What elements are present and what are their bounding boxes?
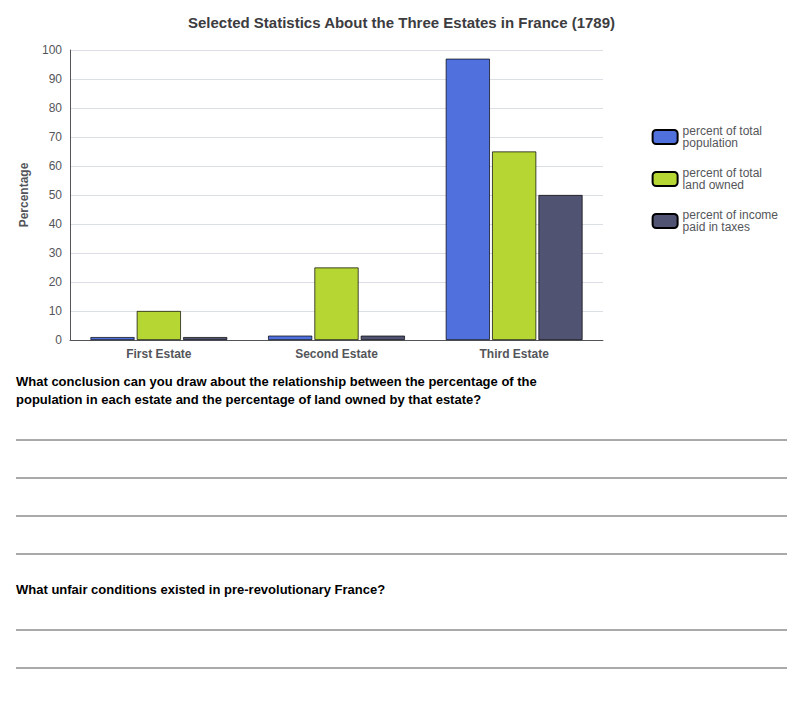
svg-text:population in each estate and: population in each estate and the percen… (16, 392, 481, 407)
svg-text:Percentage: Percentage (17, 162, 31, 227)
svg-text:land owned: land owned (683, 178, 744, 192)
svg-text:30: 30 (49, 246, 63, 260)
svg-text:population: population (683, 136, 738, 150)
svg-text:50: 50 (49, 188, 63, 202)
svg-text:paid in taxes: paid in taxes (683, 220, 750, 234)
svg-text:20: 20 (49, 275, 63, 289)
svg-text:90: 90 (49, 72, 63, 86)
svg-text:70: 70 (49, 130, 63, 144)
svg-text:60: 60 (49, 159, 63, 173)
svg-text:What conclusion can you draw a: What conclusion can you draw about the r… (16, 374, 537, 389)
svg-text:percent of total: percent of total (682, 166, 762, 180)
svg-text:percent of total: percent of total (682, 124, 762, 138)
svg-text:40: 40 (49, 217, 63, 231)
svg-text:What unfair conditions existed: What unfair conditions existed in pre-re… (16, 582, 385, 597)
svg-text:Second Estate: Second Estate (295, 347, 378, 361)
svg-text:percent of income: percent of income (682, 208, 778, 222)
svg-text:Selected Statistics About the: Selected Statistics About the Three Esta… (188, 14, 615, 31)
svg-text:Third Estate: Third Estate (479, 347, 549, 361)
svg-text:100: 100 (42, 43, 62, 57)
svg-text:First Estate: First Estate (126, 347, 192, 361)
svg-text:80: 80 (49, 101, 63, 115)
svg-text:0: 0 (55, 333, 62, 347)
svg-text:10: 10 (49, 304, 63, 318)
